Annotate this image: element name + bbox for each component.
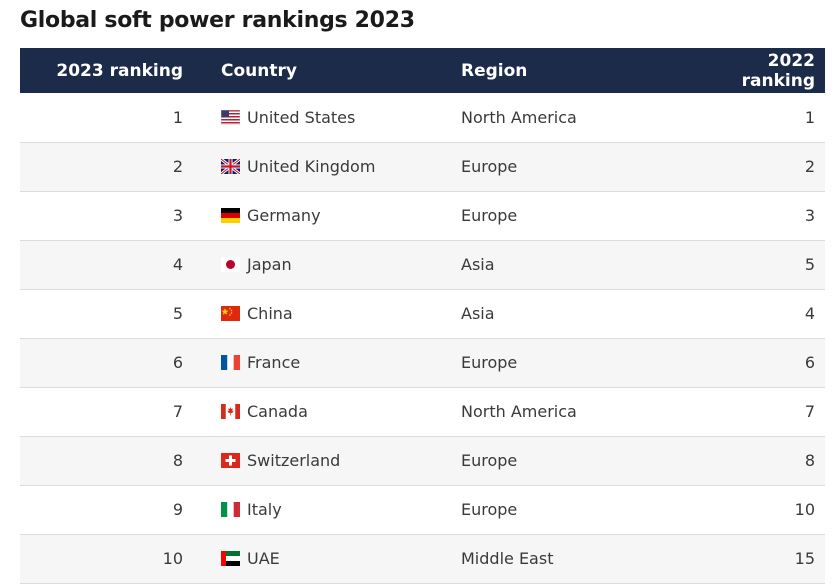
canada-flag-icon (221, 404, 240, 419)
table-row: 2 United Kingdom Europe 2 (20, 142, 825, 191)
region-cell: North America (461, 402, 577, 421)
rank-2023-cell: 2 (172, 157, 183, 176)
rankings-table: 2023 ranking Country Region 2022 ranking… (20, 48, 825, 584)
rank-2022-cell: 7 (804, 402, 815, 421)
table-row: 10 UAE Middle East 15 (20, 534, 825, 583)
country-name: United Kingdom (247, 157, 376, 176)
region-cell: Asia (461, 304, 495, 323)
country-name: China (247, 304, 293, 323)
table-row: 9 Italy Europe 10 (20, 485, 825, 534)
rank-2022-cell: 10 (794, 500, 815, 519)
country-cell: Japan (221, 240, 461, 289)
country-cell: Italy (221, 485, 461, 534)
rank-2023-cell: 3 (172, 206, 183, 225)
rank-2023-cell: 7 (172, 402, 183, 421)
rank-2022-cell: 5 (804, 255, 815, 274)
region-cell: Europe (461, 500, 518, 519)
country-name: Switzerland (247, 451, 341, 470)
uk-flag-icon (221, 159, 240, 174)
rank-2022-cell: 1 (804, 107, 815, 127)
rank-2022-cell: 15 (794, 549, 815, 568)
japan-flag-icon (221, 257, 240, 272)
header-2022-ranking[interactable]: 2022 ranking (741, 50, 815, 91)
country-cell: Switzerland (221, 436, 461, 485)
country-name: Japan (247, 255, 292, 274)
rank-2023-cell: 10 (162, 549, 183, 568)
country-name: Germany (247, 206, 321, 225)
region-cell: Europe (461, 353, 518, 372)
rank-2023-cell: 8 (172, 451, 183, 470)
rank-2022-cell: 3 (804, 206, 815, 225)
table-header-row: 2023 ranking Country Region 2022 ranking (20, 48, 825, 93)
table-row: 6 France Europe 6 (20, 338, 825, 387)
region-cell: Asia (461, 255, 495, 274)
switzerland-flag-icon (221, 453, 240, 468)
rank-2022-cell: 4 (804, 304, 815, 323)
country-cell: France (221, 338, 461, 387)
germany-flag-icon (221, 208, 240, 223)
country-name: France (247, 353, 301, 372)
rank-2023-cell: 9 (172, 500, 183, 519)
region-cell: Europe (461, 451, 518, 470)
rank-2023-cell: 1 (172, 107, 183, 127)
rank-2022-cell: 6 (804, 353, 815, 372)
table-row: 7 Canada North America 7 (20, 387, 825, 436)
region-cell: Europe (461, 157, 518, 176)
table-row: 8 Switzerland Europe 8 (20, 436, 825, 485)
rank-2023-cell: 5 (172, 304, 183, 323)
header-country[interactable]: Country (221, 60, 297, 81)
rank-2023-cell: 6 (172, 353, 183, 372)
country-cell: Canada (221, 387, 461, 436)
country-name: United States (247, 107, 356, 127)
country-cell: United States (221, 93, 461, 142)
header-2023-ranking[interactable]: 2023 ranking (56, 60, 183, 81)
country-cell: China (221, 289, 461, 338)
country-name: UAE (247, 549, 280, 568)
china-flag-icon (221, 306, 240, 321)
table-row: 5 China Asia 4 (20, 289, 825, 338)
country-cell: United Kingdom (221, 142, 461, 191)
page-title: Global soft power rankings 2023 (20, 8, 415, 33)
country-name: Italy (247, 500, 282, 519)
country-name: Canada (247, 402, 308, 421)
rank-2023-cell: 4 (172, 255, 183, 274)
header-region[interactable]: Region (461, 60, 528, 81)
rank-2022-cell: 2 (804, 157, 815, 176)
country-cell: UAE (221, 534, 461, 583)
table-row: 3 Germany Europe 3 (20, 191, 825, 240)
country-cell: Germany (221, 191, 461, 240)
rank-2022-cell: 8 (804, 451, 815, 470)
region-cell: Middle East (461, 549, 554, 568)
france-flag-icon (221, 355, 240, 370)
table-row: 4 Japan Asia 5 (20, 240, 825, 289)
us-flag-icon (221, 109, 240, 125)
table-row: 1 United States North America 1 (20, 93, 825, 142)
uae-flag-icon (221, 551, 240, 566)
italy-flag-icon (221, 502, 240, 517)
region-cell: Europe (461, 206, 518, 225)
region-cell: North America (461, 107, 577, 127)
